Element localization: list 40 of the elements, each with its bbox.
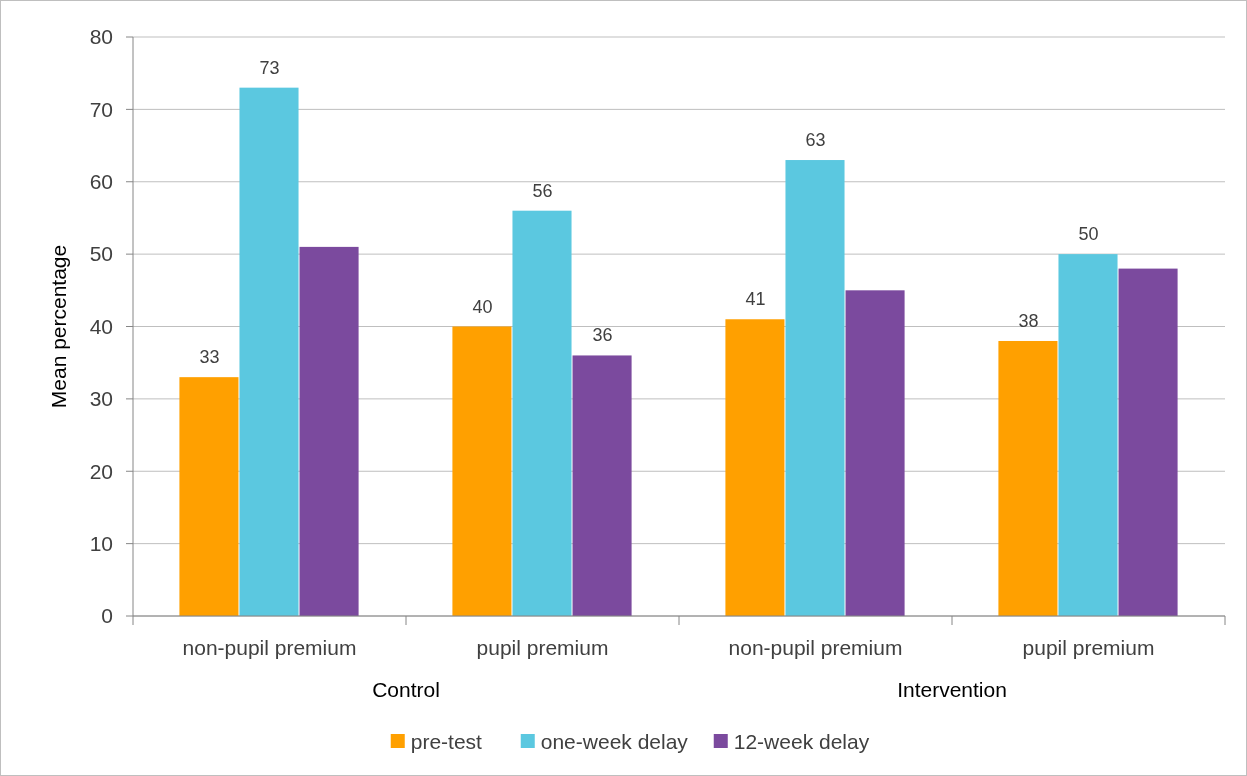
- data-label: 73: [259, 57, 280, 78]
- y-tick-label: 60: [89, 170, 113, 194]
- bar: [1058, 254, 1118, 616]
- x-tick-label: pupil premium: [1022, 636, 1155, 659]
- data-label: 33: [199, 347, 220, 368]
- legend-label: 12-week delay: [733, 730, 870, 754]
- data-label: 38: [1018, 310, 1039, 331]
- data-label: 63: [805, 130, 826, 151]
- data-label: 56: [532, 180, 553, 201]
- bar: [572, 355, 632, 616]
- data-label: 40: [472, 296, 493, 317]
- x-tick-label: non-pupil premium: [182, 636, 357, 659]
- y-tick-label: 50: [89, 242, 113, 266]
- x-tick-label: non-pupil premium: [728, 636, 903, 659]
- data-label: 41: [745, 289, 766, 310]
- legend-label: pre-test: [410, 730, 483, 754]
- data-label: 36: [592, 325, 613, 346]
- data-label: 50: [1078, 224, 1099, 245]
- y-tick-label: 0: [101, 604, 113, 628]
- bar: [452, 326, 512, 616]
- y-tick-label: 20: [89, 459, 113, 483]
- y-tick-label: 80: [89, 25, 113, 49]
- legend-label: one-week delay: [540, 730, 689, 754]
- bar: [299, 246, 359, 616]
- y-tick-label: 70: [89, 97, 113, 121]
- x-tick-label: pupil premium: [476, 636, 609, 659]
- text: Intervention: [897, 678, 1007, 701]
- y-tick-label: 30: [89, 387, 113, 411]
- bar: [725, 319, 785, 616]
- bar: [512, 210, 572, 616]
- bar: [998, 340, 1058, 616]
- bar: [845, 290, 905, 616]
- y-tick-label: 10: [89, 531, 113, 555]
- y-axis-title: Mean percentage: [47, 244, 70, 409]
- bar: [179, 377, 239, 616]
- bar: [239, 87, 299, 616]
- bar: [1118, 268, 1178, 616]
- text: Control: [372, 678, 440, 701]
- y-tick-label: 40: [89, 314, 113, 338]
- bar: [785, 160, 845, 616]
